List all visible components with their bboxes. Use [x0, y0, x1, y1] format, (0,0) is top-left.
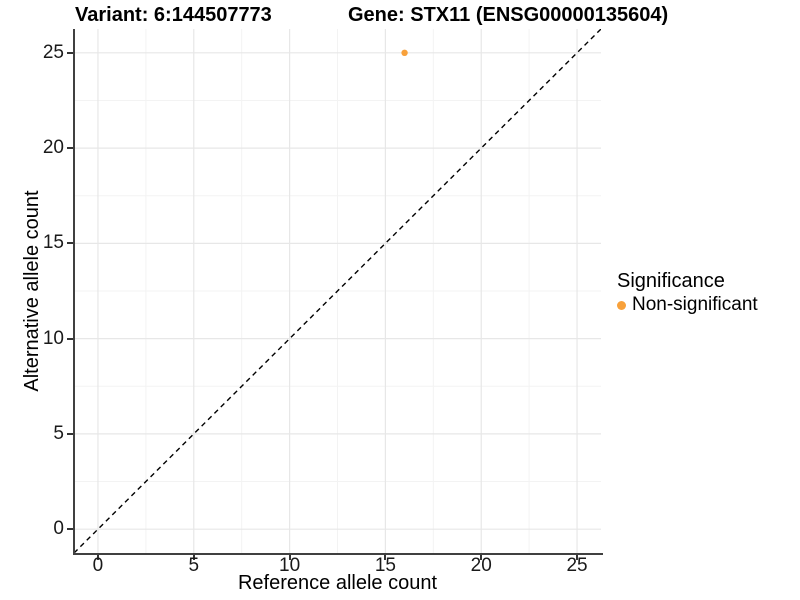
plot-panel [74, 29, 601, 553]
x-tick-label: 0 [92, 555, 104, 576]
y-tick-label: 10 [42, 327, 64, 349]
x-tick-mark [384, 555, 387, 560]
x-tick-mark [576, 555, 579, 560]
x-tick-label: 20 [470, 555, 492, 576]
x-axis-line [73, 553, 603, 555]
y-tick-label: 0 [53, 518, 64, 540]
legend-entry-label: Non-significant [632, 294, 758, 315]
x-tick-mark [480, 555, 483, 560]
legend-title: Significance [617, 270, 725, 292]
y-tick-mark [67, 147, 73, 150]
identity-dashed-line [74, 29, 601, 553]
x-tick-mark [96, 555, 99, 560]
y-tick-label: 5 [53, 422, 64, 444]
x-tick-label: 15 [374, 555, 396, 576]
y-tick-label: 15 [42, 232, 64, 254]
y-tick-label: 20 [42, 137, 64, 159]
y-tick-mark [67, 242, 73, 245]
y-tick-mark [67, 432, 73, 435]
x-tick-label: 5 [188, 555, 200, 576]
x-tick-label: 10 [279, 555, 301, 576]
x-tick-mark [288, 555, 291, 560]
plot-title-gene: Gene: STX11 (ENSG00000135604) [348, 4, 669, 26]
data-point [401, 49, 408, 57]
x-axis-title: Reference allele count [237, 572, 437, 594]
y-axis-title: Alternative allele count [21, 190, 43, 392]
x-tick-mark [192, 555, 195, 560]
plot-canvas [74, 29, 601, 553]
legend-entry: Non-significant [617, 294, 758, 316]
y-tick-mark [67, 51, 73, 54]
y-tick-mark [67, 337, 73, 340]
y-tick-label: 25 [42, 41, 64, 63]
x-tick-label: 25 [566, 555, 588, 576]
legend-point-icon [617, 300, 626, 310]
y-axis-line [73, 29, 75, 555]
legend: Significance Non-significant [617, 269, 758, 316]
y-tick-mark [67, 528, 73, 531]
plot-title-variant: Variant: 6:144507773 [75, 4, 272, 26]
